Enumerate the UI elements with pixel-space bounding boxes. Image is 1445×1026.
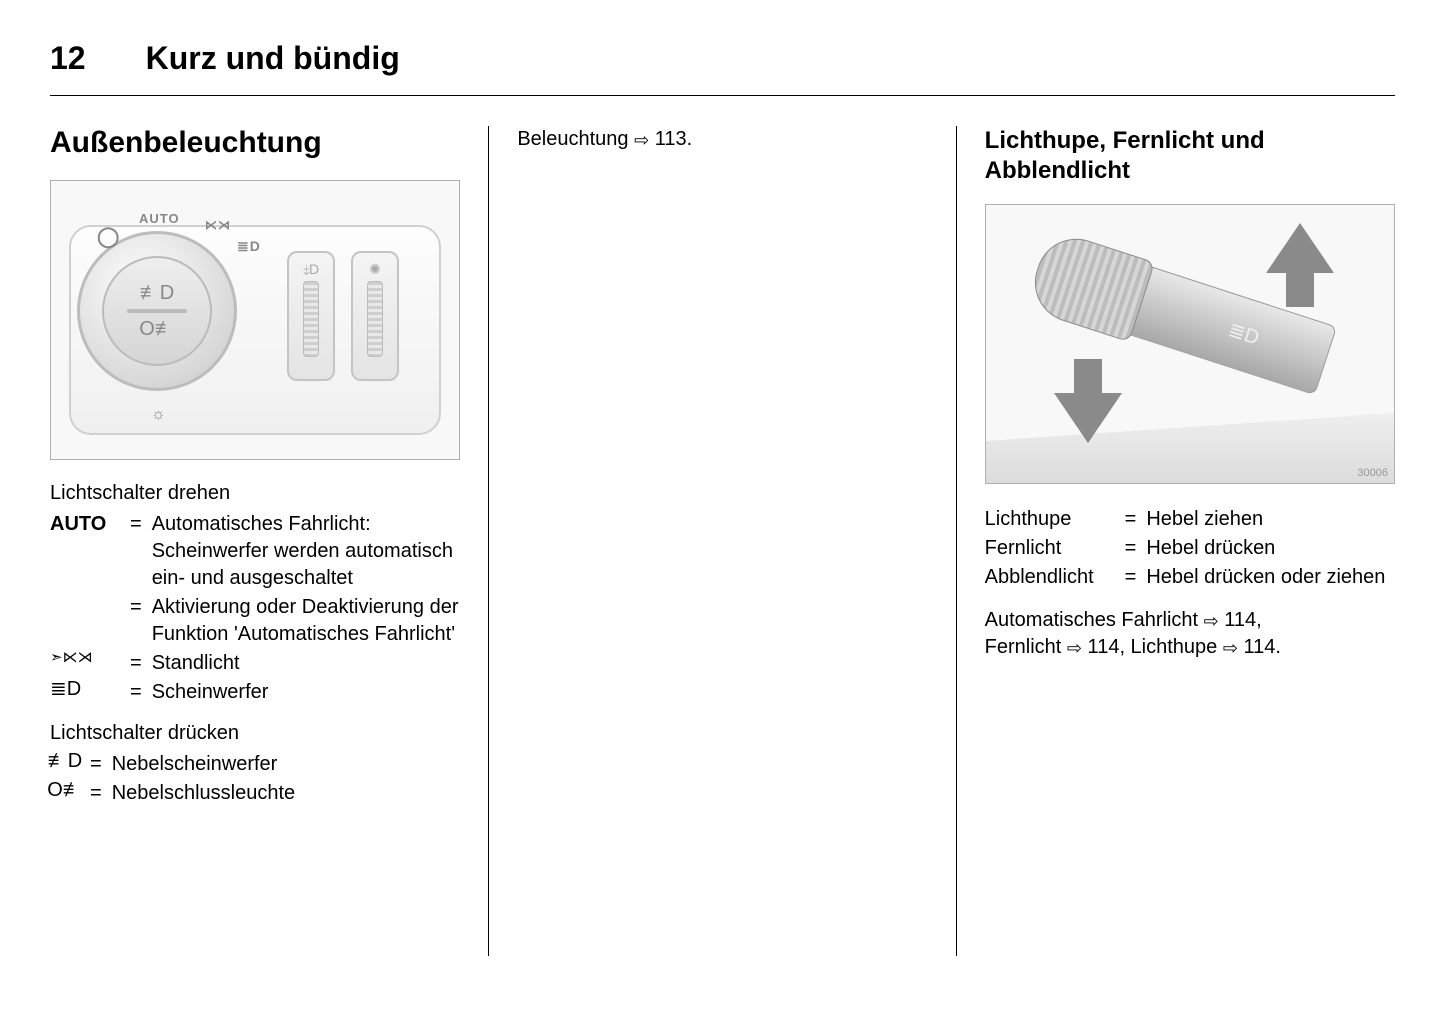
figure-id: 30006 [1357,467,1388,479]
def-row-abblendlicht: Abblendlicht = Hebel drücken oder ziehen [985,564,1395,591]
figure-stalk-lever: ≣D 30006 [985,204,1395,484]
dial-face: ≢D O≢ [102,256,212,366]
eq: = [1115,506,1147,533]
fog-front-light-icon: ≢D [50,751,80,778]
desc-auto-toggle: Aktivierung oder Deaktivierung der Funkt… [152,594,461,648]
crossref-page: 113. [649,128,692,150]
fog-rear-light-icon: O≢ [50,780,80,807]
lighting-crossref: Beleuchtung ⇨ 113. [517,126,927,153]
ref2b: 114, Lichthupe [1082,636,1223,658]
def-row-lichthupe: Lichthupe = Hebel ziehen [985,506,1395,533]
crossref-prefix: Beleuchtung [517,128,634,150]
desc-auto: Automatisches Fahrlicht: Scheinwerfer we… [152,511,461,592]
desc-fogrear: Nebelschlussleuchte [112,780,461,807]
parking-light-icon: ➣⋉⋊ [50,650,120,677]
ref1a: Automatisches Fahrlicht [985,609,1204,631]
thumbwheel-dimmer: ✺ [351,251,399,381]
press-instruction: Lichtschalter drücken [50,722,460,745]
dial-parking-icon: ⋉⋊ [205,219,231,231]
ref2c: 114. [1238,636,1281,658]
column-2: Beleuchtung ⇨ 113. [489,126,956,956]
reference-arrow-icon: ⇨ [1223,636,1238,660]
def-row-fernlicht: Fernlicht = Hebel drücken [985,535,1395,562]
eq: = [80,780,112,807]
high-beam-icon: ≣D [1225,317,1262,350]
fog-front-icon: ≢D [140,283,174,303]
desc-parking: Standlicht [152,650,461,677]
dimmer-icon: ✺ [369,261,381,278]
aim-icon: ⤈D [303,261,319,278]
desc-fogfront: Nebelscheinwerfer [112,751,461,778]
rotate-instruction: Lichtschalter drehen [50,482,460,505]
dial-headlamp-icon: ≣D [237,239,261,253]
def-row-headlamp: ≣D = Scheinwerfer [50,679,460,706]
term-auto: AUTO [50,511,120,592]
term-lichthupe: Lichthupe [985,506,1115,533]
eq: = [1115,564,1147,591]
arrow-down-icon [1054,393,1122,443]
desc-abblendlicht: Hebel drücken oder ziehen [1146,564,1395,591]
eq: = [120,679,152,706]
dashboard-surface [986,413,1394,483]
figure-light-switch: ≢D O≢ AUTO ◯ ⋉⋊ ≣D ☼ ⤈D ✺ [50,180,460,460]
crossrefs-line2: Fernlicht ⇨ 114, Lichthupe ⇨ 114. [985,634,1395,661]
eq: = [120,594,152,648]
eq: = [1115,535,1147,562]
eq: = [120,650,152,677]
eq: = [80,751,112,778]
def-row-auto-toggle: = Aktivierung oder Deaktivierung der Fun… [50,594,460,648]
term-fernlicht: Fernlicht [985,535,1115,562]
headlamp-icon: ≣D [50,679,120,706]
column-3: Lichthupe, Fernlicht und Abblendlicht ≣D… [957,126,1395,956]
section-heading-exterior-lighting: Außenbeleuchtung [50,126,460,160]
page-header: 12 Kurz und bündig [50,40,1395,96]
desc-headlamp: Scheinwerfer [152,679,461,706]
page-number: 12 [50,40,86,77]
def-row-auto: AUTO = Automatisches Fahrlicht: Scheinwe… [50,511,460,592]
column-1: Außenbeleuchtung ≢D O≢ AUTO ◯ ⋉⋊ ≣D ☼ ⤈D [50,126,489,956]
desc-lichthupe: Hebel ziehen [1146,506,1395,533]
def-row-parking: ➣⋉⋊ = Standlicht [50,650,460,677]
ref1b: 114, [1219,609,1262,631]
dial-off-icon: ◯ [97,227,120,247]
light-dial: ≢D O≢ [77,231,237,391]
term-blank [50,594,120,648]
dial-brightness-icon: ☼ [151,407,167,423]
def-row-fogfront: ≢D = Nebelscheinwerfer [50,751,460,778]
eq: = [120,511,152,592]
content-columns: Außenbeleuchtung ≢D O≢ AUTO ◯ ⋉⋊ ≣D ☼ ⤈D [50,126,1395,956]
fog-rear-icon: O≢ [139,319,175,339]
reference-arrow-icon: ⇨ [1067,636,1082,660]
arrow-up-icon [1266,223,1334,273]
ref2a: Fernlicht [985,636,1067,658]
crossrefs-line1: Automatisches Fahrlicht ⇨ 114, [985,607,1395,634]
section-heading-highbeam: Lichthupe, Fernlicht und Abblendlicht [985,126,1395,186]
dial-slot [127,309,187,313]
thumbwheel-aim: ⤈D [287,251,335,381]
dial-auto-label: AUTO [139,211,180,226]
desc-fernlicht: Hebel drücken [1146,535,1395,562]
stalk-grip [1024,228,1155,342]
term-abblendlicht: Abblendlicht [985,564,1115,591]
reference-arrow-icon: ⇨ [634,128,649,152]
def-row-fogrear: O≢ = Nebelschlussleuchte [50,780,460,807]
reference-arrow-icon: ⇨ [1204,609,1219,633]
chapter-title: Kurz und bündig [146,40,400,77]
